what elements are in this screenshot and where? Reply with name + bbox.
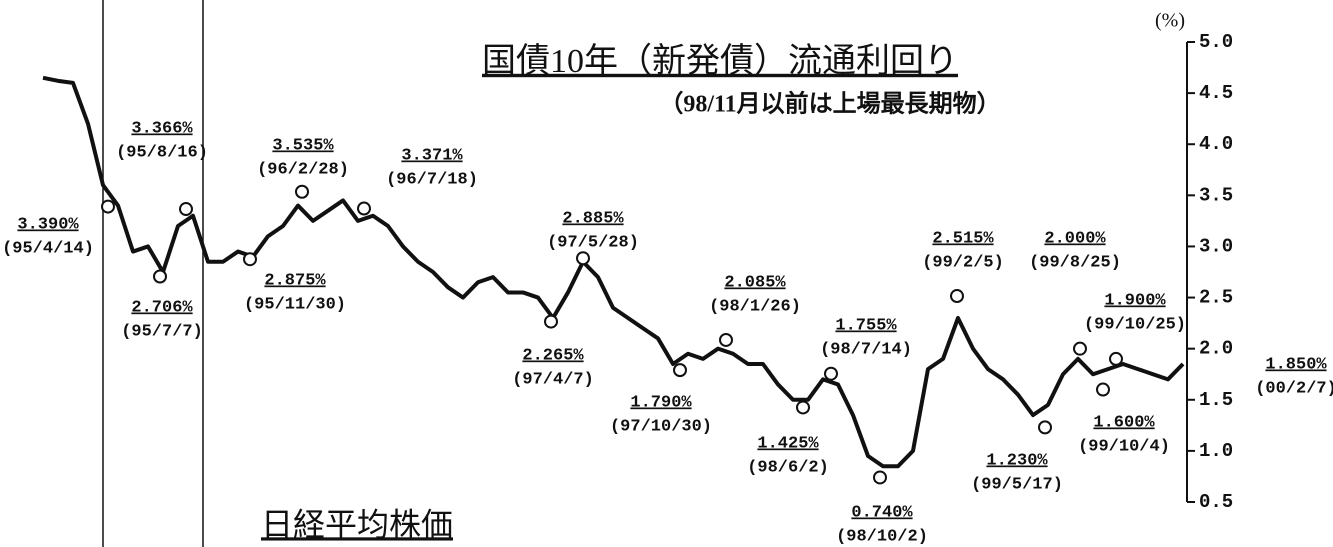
point-marker	[950, 289, 964, 304]
value-label: 1.850%	[1265, 355, 1327, 374]
value-label: 3.535%	[272, 136, 334, 155]
value-label: 1.600%	[1093, 413, 1155, 432]
value-label: 2.885%	[562, 209, 624, 228]
date-label: (99/2/5)	[922, 253, 1004, 272]
date-label: (00/2/7)	[1255, 379, 1333, 398]
point-marker	[719, 332, 733, 347]
y-tick-label: 4.5	[1199, 82, 1233, 104]
y-tick-label: 4.0	[1199, 133, 1233, 155]
date-label: (95/11/30)	[244, 295, 346, 314]
point-marker	[824, 366, 838, 381]
date-label: (97/5/28)	[547, 233, 639, 252]
point-marker	[153, 269, 167, 284]
footer-title: 日経平均株価	[261, 506, 453, 542]
value-label: 2.000%	[1044, 229, 1106, 248]
y-tick-label: 1.5	[1199, 389, 1233, 411]
y-tick-label: 5.0	[1199, 31, 1233, 53]
value-label: 2.265%	[522, 346, 584, 365]
point-marker	[1073, 341, 1087, 356]
point-marker	[544, 314, 558, 329]
y-tick-label: 3.5	[1199, 184, 1233, 206]
date-label: (96/2/28)	[257, 160, 349, 179]
y-tick-label: 0.5	[1199, 491, 1233, 513]
point-marker	[243, 252, 257, 267]
y-tick-label: 2.5	[1199, 287, 1233, 309]
point-marker	[796, 400, 810, 415]
value-label: 3.366%	[131, 119, 193, 138]
value-label: 2.085%	[724, 273, 786, 292]
value-label: 1.230%	[986, 451, 1048, 470]
date-label: (95/8/16)	[116, 143, 208, 162]
date-label: (95/4/14)	[2, 239, 94, 258]
date-label: (99/10/25)	[1084, 315, 1186, 334]
point-marker	[1096, 382, 1110, 397]
value-label: 2.875%	[264, 271, 326, 290]
chart-title: 国債10年（新発債）流通利回り	[482, 42, 958, 80]
value-label: 1.790%	[630, 393, 692, 412]
date-label: (98/10/2)	[836, 527, 928, 546]
date-label: (97/10/30)	[610, 417, 712, 436]
point-marker	[673, 363, 687, 378]
point-marker	[295, 184, 309, 199]
date-label: (98/7/14)	[820, 340, 912, 359]
date-label: (98/1/26)	[709, 297, 801, 316]
value-label: 1.755%	[835, 316, 897, 335]
point-marker	[101, 199, 115, 214]
y-unit: (%)	[1155, 10, 1185, 32]
date-label: (97/4/7)	[512, 370, 594, 389]
y-tick-label: 2.0	[1199, 338, 1233, 360]
value-label: 0.740%	[851, 503, 913, 522]
point-marker	[357, 201, 371, 216]
date-label: (99/5/17)	[971, 475, 1063, 494]
point-marker	[576, 251, 590, 266]
date-label: (96/7/18)	[386, 170, 478, 189]
date-label: (98/6/2)	[747, 458, 829, 477]
chart-subtitle: （98/11月以前は上場最長期物）	[659, 90, 1000, 118]
line	[42, 75, 1185, 469]
date-label: (99/10/4)	[1078, 437, 1170, 456]
value-label: 2.706%	[131, 298, 193, 317]
value-label: 1.425%	[757, 434, 819, 453]
point-marker	[873, 470, 887, 485]
point-marker	[1109, 351, 1123, 366]
point-marker	[1038, 420, 1052, 435]
date-label: (99/8/25)	[1029, 253, 1121, 272]
value-label: 1.900%	[1104, 291, 1166, 310]
value-label: 2.515%	[932, 229, 994, 248]
y-tick-label: 1.0	[1199, 440, 1233, 462]
date-label: (95/7/7)	[121, 322, 203, 341]
value-label: 3.371%	[401, 146, 463, 165]
point-marker	[179, 202, 193, 217]
value-label: 3.390%	[17, 215, 79, 234]
y-tick-label: 3.0	[1199, 235, 1233, 257]
